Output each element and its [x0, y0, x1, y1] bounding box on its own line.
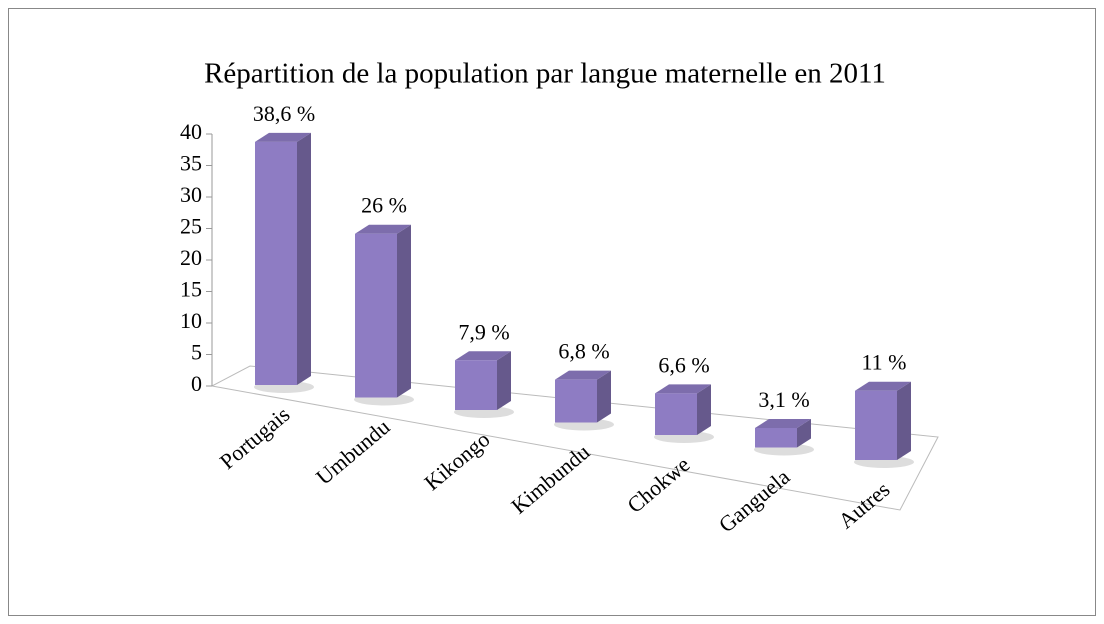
bar-top — [255, 132, 311, 142]
bar — [455, 360, 497, 410]
y-tick-label: 30 — [180, 182, 202, 207]
bar — [755, 427, 797, 448]
bar — [355, 233, 397, 398]
chart-frame — [8, 8, 1096, 616]
bar — [655, 393, 697, 435]
data-label: 3,1 % — [758, 387, 809, 412]
bar — [855, 390, 897, 460]
bar-side — [297, 132, 311, 385]
y-tick-label: 10 — [180, 308, 202, 333]
floor — [210, 365, 939, 511]
bar-top — [455, 351, 511, 361]
y-tick-label: 35 — [180, 151, 202, 176]
bar-top — [655, 384, 711, 394]
bar-top — [355, 224, 411, 234]
bar-side — [897, 381, 911, 460]
bar-top — [755, 418, 811, 428]
bar — [255, 141, 297, 385]
data-label: 11 % — [861, 350, 906, 375]
y-tick-label: 40 — [180, 119, 202, 144]
y-tick-label: 25 — [180, 214, 202, 239]
bar-side — [397, 224, 411, 398]
bar-top — [555, 370, 611, 380]
y-tick-label: 5 — [191, 340, 202, 365]
bar-side — [497, 351, 511, 410]
data-label: 7,9 % — [458, 319, 509, 344]
data-label: 38,6 % — [253, 101, 315, 126]
y-tick-label: 15 — [180, 277, 202, 302]
chart-title: Répartition de la population par langue … — [204, 58, 886, 90]
bar-side — [597, 370, 611, 423]
bar-top — [855, 381, 911, 391]
y-tick-label: 20 — [180, 245, 202, 270]
data-label: 26 % — [361, 193, 407, 218]
y-tick-label: 0 — [191, 371, 202, 396]
data-label: 6,8 % — [558, 339, 609, 364]
data-label: 6,6 % — [658, 352, 709, 377]
bar-side — [697, 384, 711, 435]
bar — [555, 379, 597, 423]
bar-side — [797, 418, 811, 448]
